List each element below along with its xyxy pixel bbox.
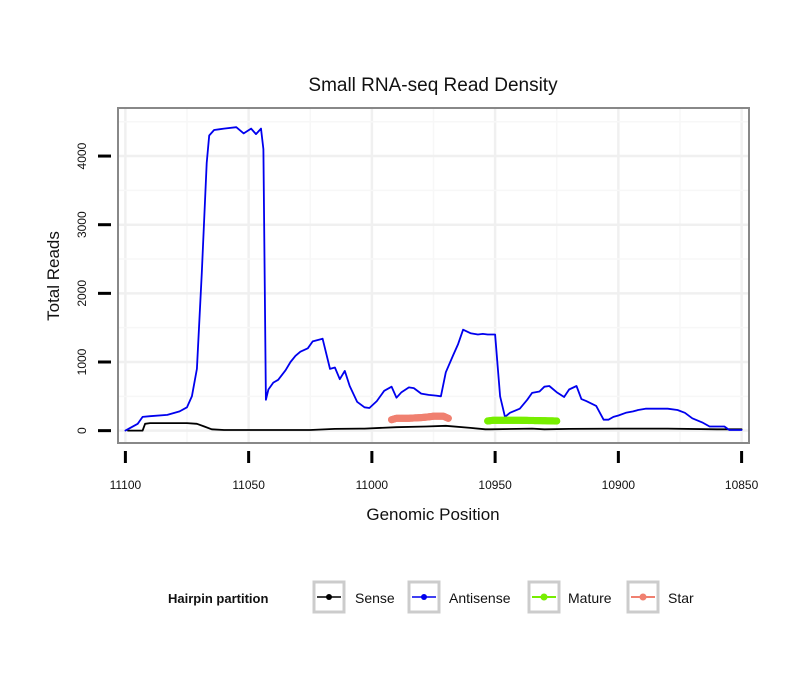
y-tick-label: 1000 bbox=[75, 348, 89, 375]
legend-dot-sense bbox=[326, 594, 332, 600]
legend-label-star: Star bbox=[668, 590, 694, 606]
series-line-antisense bbox=[124, 126, 743, 432]
chart-title: Small RNA-seq Read Density bbox=[308, 75, 558, 96]
y-tick-label: 0 bbox=[75, 427, 89, 434]
grid bbox=[118, 108, 749, 443]
series-layer bbox=[124, 126, 743, 432]
x-tick-label: 11100 bbox=[110, 478, 142, 492]
x-tick-label: 10850 bbox=[725, 478, 759, 492]
x-tick-label: 10950 bbox=[478, 478, 512, 492]
x-tick-label: 11050 bbox=[232, 478, 265, 492]
legend-item-star: Star bbox=[626, 580, 694, 614]
legend-item-mature: Mature bbox=[527, 580, 612, 614]
legend-label-sense: Sense bbox=[355, 590, 395, 606]
x-tick-label: 11000 bbox=[356, 478, 389, 492]
plot-border bbox=[117, 107, 750, 444]
legend-item-antisense: Antisense bbox=[407, 580, 511, 614]
legend-dot-mature bbox=[540, 593, 548, 601]
y-tick-label: 3000 bbox=[75, 211, 89, 238]
y-tick-label: 4000 bbox=[75, 142, 89, 169]
legend-title: Hairpin partition bbox=[168, 591, 268, 606]
series-line-sense bbox=[127, 422, 743, 432]
legend-dot-star bbox=[639, 593, 647, 601]
legend: Hairpin partition Sense Antisense Mature… bbox=[168, 580, 694, 614]
legend-dot-antisense bbox=[421, 594, 427, 600]
point-mature bbox=[553, 417, 561, 425]
x-axis-title: Genomic Position bbox=[366, 505, 499, 524]
legend-item-sense: Sense bbox=[312, 580, 395, 614]
axes: 11100 11050 11000 10950 10900 10850 0 1000 2000 3… bbox=[75, 142, 759, 492]
legend-label-mature: Mature bbox=[568, 590, 612, 606]
x-tick-label: 10900 bbox=[602, 478, 636, 492]
legend-label-antisense: Antisense bbox=[449, 590, 511, 606]
point-star bbox=[444, 414, 452, 422]
y-axis-title: Total Reads bbox=[44, 231, 63, 321]
y-tick-label: 2000 bbox=[75, 280, 89, 307]
